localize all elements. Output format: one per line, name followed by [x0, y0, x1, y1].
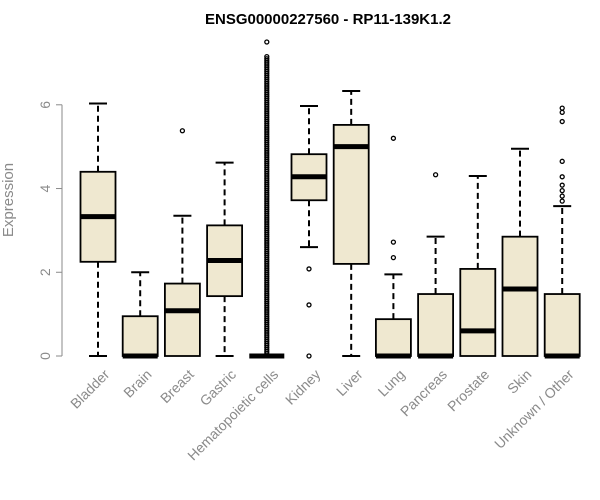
box-5 — [290, 105, 328, 359]
outlier-point — [264, 39, 270, 45]
outlier-point — [179, 128, 186, 134]
x-tick-label: Bladder — [67, 366, 113, 412]
y-tick-label: 4 — [37, 184, 53, 192]
box-rect — [501, 235, 539, 357]
box-7 — [374, 135, 412, 359]
box-9 — [459, 174, 497, 357]
x-tick-label: Unknown / Other — [491, 366, 577, 452]
x-tick-label: Breast — [157, 366, 197, 406]
box-1 — [121, 271, 159, 359]
x-tick-label: Skin — [504, 366, 535, 397]
boxplot-series — [79, 39, 581, 359]
outlier-point — [390, 239, 397, 245]
y-axis-label: Expression — [0, 163, 17, 237]
box-rect — [459, 268, 497, 357]
outlier-point — [559, 198, 565, 204]
outlier-point — [390, 254, 397, 261]
outlier-point — [559, 109, 565, 115]
outlier-point — [390, 135, 397, 141]
y-tick-label: 0 — [37, 352, 53, 360]
x-tick-label: Kidney — [282, 366, 324, 408]
box-rect — [543, 293, 581, 357]
outlier-point — [306, 353, 312, 359]
outlier-point — [559, 158, 565, 164]
box-0 — [79, 102, 117, 357]
outlier-point — [432, 172, 439, 178]
x-tick-label: Liver — [333, 366, 366, 399]
box-4 — [249, 39, 285, 359]
outlier-point — [264, 56, 270, 62]
outlier-point — [559, 118, 565, 125]
outlier-point — [306, 266, 312, 272]
y-axis: 0 2 4 6 — [37, 101, 63, 360]
outlier-point — [559, 105, 565, 111]
y-tick-label: 2 — [37, 268, 53, 276]
outlier-point — [264, 54, 270, 60]
x-tick-label: Brain — [120, 366, 154, 400]
x-tick-label: Lung — [375, 366, 408, 399]
box-11 — [543, 105, 581, 359]
box-2 — [163, 128, 201, 357]
x-tick-label: Pancreas — [397, 366, 450, 419]
y-tick-label: 6 — [37, 101, 53, 109]
box-rect — [374, 318, 412, 357]
chart-title: ENSG00000227560 - RP11-139K1.2 — [205, 11, 451, 28]
x-tick-label: Prostate — [444, 366, 492, 414]
box-6 — [332, 89, 370, 357]
box-rect — [163, 282, 201, 357]
box-rect — [121, 315, 159, 357]
outlier-point — [559, 182, 565, 188]
box-8 — [417, 172, 455, 359]
outlier-point — [559, 193, 565, 199]
outlier-point — [306, 302, 312, 308]
outlier-point — [559, 187, 565, 194]
box-rect — [417, 293, 455, 357]
box-10 — [501, 147, 539, 357]
outlier-point — [559, 174, 565, 180]
box-3 — [206, 161, 244, 357]
